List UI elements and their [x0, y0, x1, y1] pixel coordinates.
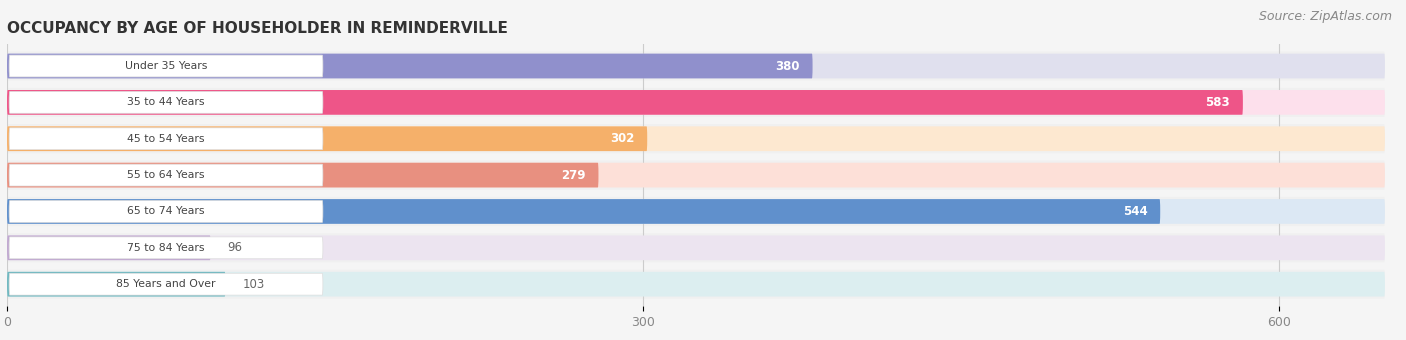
Text: 302: 302	[610, 132, 634, 145]
Text: Under 35 Years: Under 35 Years	[125, 61, 207, 71]
Text: 103: 103	[242, 278, 264, 291]
FancyBboxPatch shape	[10, 164, 323, 186]
FancyBboxPatch shape	[7, 90, 1385, 115]
FancyBboxPatch shape	[7, 197, 1385, 226]
FancyBboxPatch shape	[7, 199, 1160, 224]
FancyBboxPatch shape	[7, 233, 1385, 262]
FancyBboxPatch shape	[10, 128, 323, 150]
FancyBboxPatch shape	[10, 237, 323, 259]
FancyBboxPatch shape	[7, 163, 1385, 187]
Text: 85 Years and Over: 85 Years and Over	[117, 279, 215, 289]
FancyBboxPatch shape	[7, 272, 225, 296]
FancyBboxPatch shape	[7, 270, 1385, 299]
Text: 35 to 44 Years: 35 to 44 Years	[128, 97, 205, 107]
FancyBboxPatch shape	[7, 54, 813, 79]
FancyBboxPatch shape	[7, 126, 647, 151]
Text: 96: 96	[228, 241, 242, 254]
Text: 45 to 54 Years: 45 to 54 Years	[128, 134, 205, 144]
FancyBboxPatch shape	[10, 55, 323, 77]
FancyBboxPatch shape	[7, 54, 1385, 79]
FancyBboxPatch shape	[7, 199, 1385, 224]
FancyBboxPatch shape	[7, 272, 1385, 296]
Text: Source: ZipAtlas.com: Source: ZipAtlas.com	[1258, 10, 1392, 23]
FancyBboxPatch shape	[7, 90, 1243, 115]
Text: 544: 544	[1123, 205, 1147, 218]
Text: 380: 380	[775, 59, 800, 72]
FancyBboxPatch shape	[7, 88, 1385, 117]
Text: 583: 583	[1205, 96, 1230, 109]
Text: 65 to 74 Years: 65 to 74 Years	[128, 206, 205, 217]
Text: OCCUPANCY BY AGE OF HOUSEHOLDER IN REMINDERVILLE: OCCUPANCY BY AGE OF HOUSEHOLDER IN REMIN…	[7, 21, 508, 36]
FancyBboxPatch shape	[7, 236, 211, 260]
FancyBboxPatch shape	[7, 51, 1385, 81]
Text: 55 to 64 Years: 55 to 64 Years	[128, 170, 205, 180]
FancyBboxPatch shape	[7, 124, 1385, 153]
FancyBboxPatch shape	[7, 160, 1385, 190]
FancyBboxPatch shape	[7, 236, 1385, 260]
FancyBboxPatch shape	[10, 273, 323, 295]
FancyBboxPatch shape	[7, 163, 599, 187]
FancyBboxPatch shape	[10, 201, 323, 222]
FancyBboxPatch shape	[10, 91, 323, 113]
FancyBboxPatch shape	[7, 126, 1385, 151]
Text: 279: 279	[561, 169, 586, 182]
Text: 75 to 84 Years: 75 to 84 Years	[128, 243, 205, 253]
